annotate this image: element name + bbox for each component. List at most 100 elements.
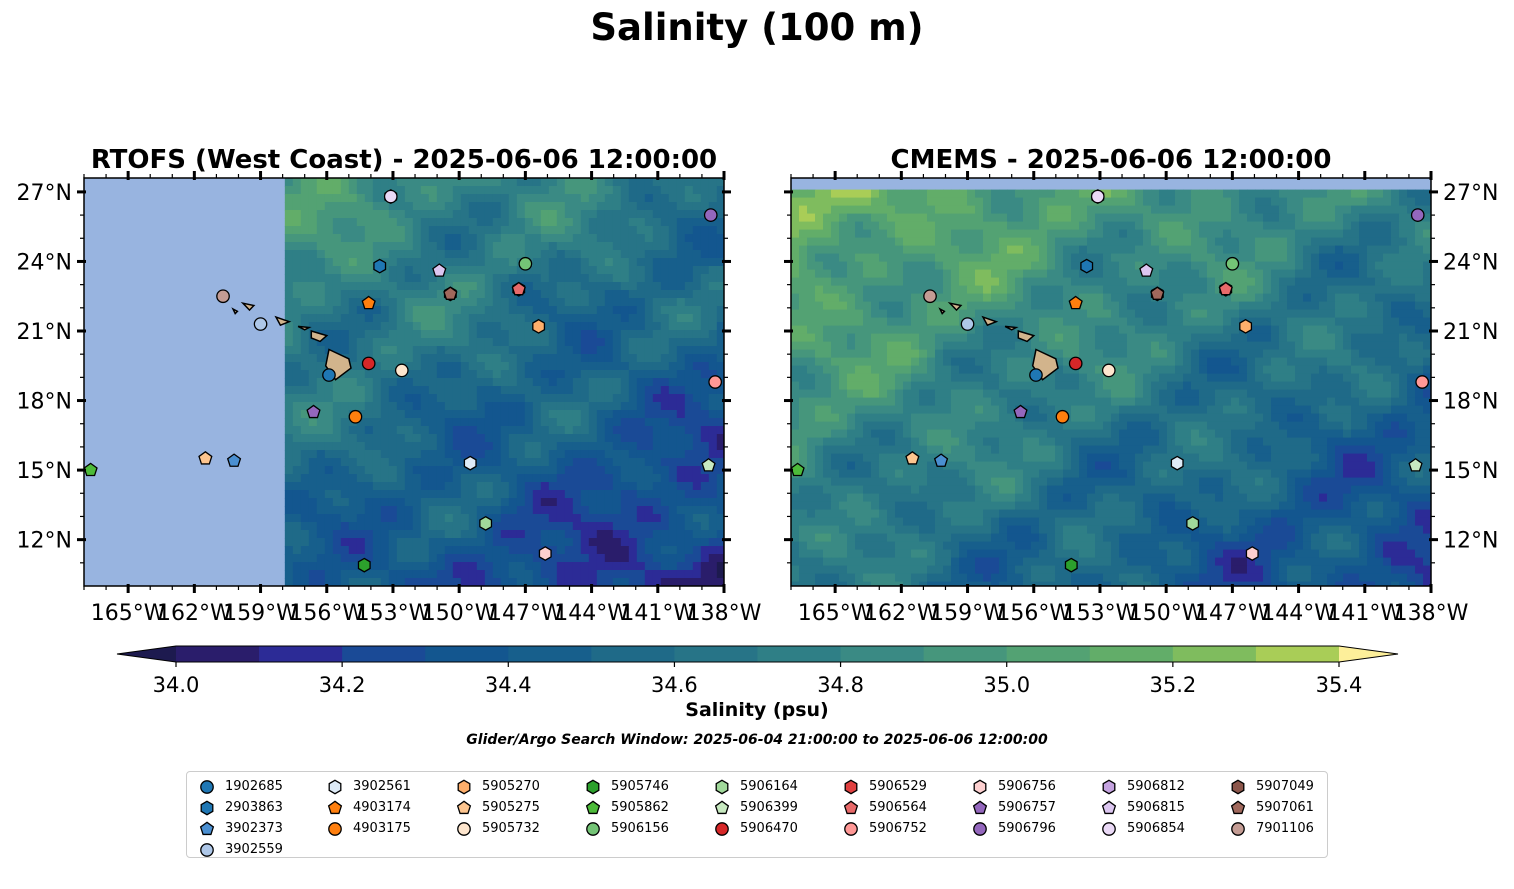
colorbar-segment — [840, 646, 925, 662]
legend-marker-pentagon — [714, 799, 730, 814]
legend-marker — [457, 821, 471, 836]
lon-tick-label: 138°W — [687, 601, 762, 626]
legend-marker-hexagon — [715, 779, 729, 794]
legend-item: 5906756 — [970, 776, 1056, 797]
legend-label: 3902559 — [225, 842, 283, 857]
colorbar-tick-label: 35.4 — [1316, 673, 1363, 697]
float-marker-5905732 — [394, 363, 409, 378]
legend-label: 5906854 — [1127, 821, 1185, 836]
colorbar-segment — [342, 646, 426, 662]
float-marker-3902561 — [463, 455, 477, 471]
legend-label: 5907049 — [1256, 779, 1314, 794]
float-marker-5906156 — [518, 256, 533, 271]
lon-tick-label: 156°W — [996, 601, 1071, 626]
colorbar-tick-label: 34.4 — [485, 673, 532, 697]
legend-marker — [200, 800, 214, 815]
legend-label: 2903863 — [225, 800, 283, 815]
lat-tick-label: 12°N — [1443, 529, 1498, 554]
legend-item: 5906156 — [583, 818, 669, 839]
panel-frame — [790, 177, 1432, 587]
legend-marker — [327, 799, 343, 814]
legend-marker-pentagon — [199, 820, 215, 835]
float-marker-3902373 — [226, 453, 242, 467]
legend-marker — [844, 821, 858, 836]
legend-marker-circle — [844, 821, 858, 836]
colorbar-tick-label: 34.8 — [817, 673, 864, 697]
legend-marker — [1102, 779, 1116, 794]
legend-marker — [844, 779, 858, 794]
legend-label: 5906164 — [740, 779, 798, 794]
legend-marker — [199, 820, 215, 835]
legend-label: 4903175 — [353, 821, 411, 836]
float-marker-3902559 — [960, 317, 975, 331]
float-marker-4903174 — [1068, 295, 1083, 310]
legend-label: 5906812 — [1127, 779, 1185, 794]
legend-label: 4903174 — [353, 800, 411, 815]
legend-item: 1902685 — [197, 776, 283, 797]
float-marker-5906756 — [538, 546, 552, 561]
legend-marker-pentagon — [585, 799, 601, 814]
hawaiian-islands — [231, 301, 352, 381]
float-marker-5906399 — [701, 457, 716, 472]
float-marker-5905746 — [1064, 557, 1078, 573]
legend-item: 7901106 — [1228, 818, 1314, 839]
lon-tick-label: 159°W — [930, 601, 1005, 626]
float-marker-5905270 — [1239, 318, 1253, 334]
legend-marker — [843, 799, 859, 814]
legend-label: 5906564 — [869, 800, 927, 815]
legend-marker-hexagon — [1102, 779, 1116, 794]
lon-tick-label: 162°W — [864, 601, 939, 626]
legend-item: 5906812 — [1099, 776, 1185, 797]
legend-marker — [200, 779, 214, 794]
legend-marker — [328, 779, 342, 794]
legend-marker — [973, 821, 987, 836]
legend-marker-hexagon — [200, 800, 214, 815]
legend-item: 5905270 — [454, 776, 540, 797]
float-marker-5906854 — [1090, 189, 1105, 204]
legend-marker-circle — [200, 779, 214, 794]
lat-tick-label: 15°N — [17, 459, 72, 484]
colorbar-tick-label: 34.0 — [153, 673, 200, 697]
float-marker-5906752 — [1415, 375, 1430, 389]
legend-label: 3902561 — [353, 779, 411, 794]
legend-marker-pentagon — [1230, 799, 1246, 814]
float-marker-5905862 — [790, 462, 805, 477]
colorbar-tick-label: 34.6 — [651, 673, 698, 697]
lon-tick-label: 141°W — [620, 601, 695, 626]
legend-marker-circle — [200, 842, 214, 857]
legend-item: 3902561 — [325, 776, 411, 797]
legend-marker-pentagon — [972, 799, 988, 814]
legend-item: 5906752 — [841, 818, 927, 839]
colorbar-extend-high — [1339, 646, 1398, 662]
rtofs-panel: RTOFS (West Coast) - 2025-06-06 12:00:00… — [17, 145, 762, 626]
lat-tick-label: 21°N — [17, 320, 72, 345]
colorbar-segment — [1172, 646, 1257, 662]
legend-marker — [1101, 799, 1117, 814]
float-marker-5906757 — [1013, 404, 1028, 419]
salinity-field — [84, 178, 724, 586]
float-marker-5906399 — [1408, 457, 1423, 472]
float-marker-5906164 — [1186, 515, 1200, 531]
lon-tick-label: 156°W — [289, 601, 364, 626]
float-marker-5906470 — [1068, 356, 1083, 371]
float-marker-3902561 — [1170, 455, 1184, 471]
lon-tick-label: 153°W — [1063, 601, 1138, 626]
legend-item: 5906815 — [1099, 797, 1185, 818]
colorbar-segment — [425, 646, 509, 662]
lon-tick-label: 150°W — [1129, 601, 1204, 626]
float-marker-5907061 — [443, 286, 458, 300]
legend-marker-hexagon — [586, 779, 600, 794]
legend-label: 5905746 — [611, 779, 669, 794]
float-marker-2903863 — [373, 258, 387, 274]
colorbar-segment — [508, 646, 592, 662]
legend-item: 5905862 — [583, 797, 669, 818]
float-marker-4903174 — [361, 295, 376, 310]
legend-label: 5906815 — [1127, 800, 1185, 815]
panel-title: RTOFS (West Coast) - 2025-06-06 12:00:00 — [91, 145, 717, 175]
lat-tick-label: 15°N — [1443, 459, 1498, 484]
legend-marker — [586, 821, 600, 836]
float-marker-3902559 — [253, 317, 268, 331]
legend-item: 5906399 — [712, 797, 798, 818]
legend-marker — [200, 842, 214, 857]
lat-tick-label: 12°N — [17, 529, 72, 554]
